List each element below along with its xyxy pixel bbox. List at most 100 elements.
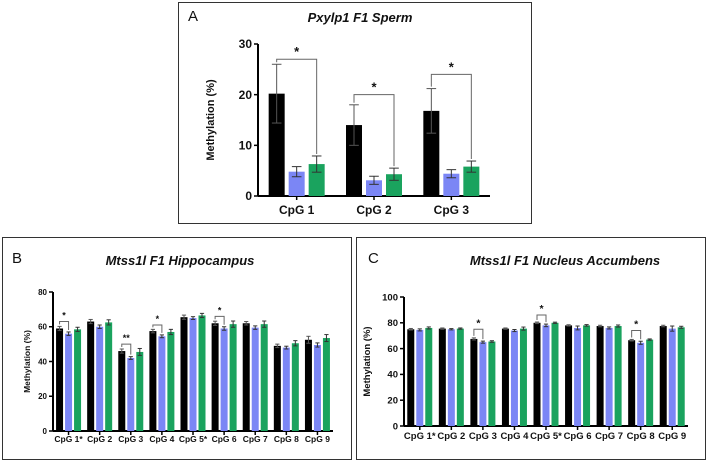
significance-marker: * [218, 305, 222, 315]
bar-group-1 [211, 323, 219, 431]
panel-b-label: B [12, 250, 23, 267]
bar-group-1 [423, 110, 440, 196]
bar-group-1 [149, 331, 157, 431]
bar-group-3 [551, 322, 559, 426]
x-tick-label: CpG 4 [500, 431, 529, 442]
bar-group-1 [659, 326, 667, 426]
bar-group-2 [96, 326, 104, 431]
significance-bracket [121, 343, 132, 355]
bar-group-1 [596, 326, 604, 426]
bar-group-3 [105, 322, 113, 431]
bar-group-2 [443, 173, 460, 196]
panel-c [356, 237, 706, 460]
x-tick-label: CpG 5* [530, 431, 562, 442]
bar-group-2 [251, 327, 259, 431]
x-tick-label: CpG 7 [595, 431, 623, 442]
x-tick-label: CpG 5* [179, 434, 208, 444]
bar-group-3 [260, 324, 268, 431]
x-tick-label: CpG 9 [658, 431, 686, 442]
significance-marker: * [449, 59, 455, 74]
bar-group-2 [637, 342, 645, 426]
bar-group-1 [242, 323, 250, 431]
bar-group-1 [273, 345, 281, 431]
panel-a-label: A [188, 8, 199, 25]
y-tick-label: 80 [387, 318, 398, 329]
bar-group-2 [668, 328, 676, 426]
significance-bracket [631, 330, 642, 340]
bar-group-1 [180, 317, 188, 431]
significance-marker: * [156, 314, 160, 324]
significance-bracket [353, 94, 395, 167]
x-tick-label: CpG 1* [404, 431, 436, 442]
significance-marker: * [476, 317, 481, 329]
panel-c-label: C [368, 250, 379, 267]
significance-marker: * [634, 319, 639, 331]
bar-group-1 [533, 322, 541, 426]
y-tick-label: 40 [38, 357, 47, 366]
x-tick-label: CpG 2 [87, 434, 112, 444]
bar-group-1 [565, 325, 573, 426]
significance-bracket [536, 314, 547, 323]
panel-b-title: Mtss1l F1 Hippocampus [105, 253, 255, 268]
bar-group-3 [291, 343, 299, 431]
bar-group-2 [189, 318, 197, 431]
bar-group-3 [322, 338, 330, 431]
bar-group-2 [65, 333, 73, 431]
x-tick-label: CpG 7 [243, 434, 268, 444]
x-tick-label: CpG 1* [54, 434, 83, 444]
panel-a-title: Pxylp1 F1 Sperm [307, 10, 413, 25]
y-tick-label: 20 [38, 392, 47, 401]
bar-group-2 [127, 358, 135, 431]
significance-bracket [473, 328, 484, 340]
bar-group-2 [288, 171, 305, 196]
y-tick-label: 0 [43, 427, 48, 436]
panel-b [2, 237, 352, 460]
bar-group-3 [519, 328, 527, 426]
bar-group-3 [136, 351, 144, 431]
bar-group-2 [574, 327, 582, 426]
bar-group-3 [229, 324, 237, 431]
bar-group-3 [167, 331, 175, 431]
y-tick-label: 60 [38, 323, 47, 332]
x-tick-label: CpG 2 [356, 203, 392, 217]
bar-group-1 [304, 339, 312, 431]
bar-group-2 [416, 329, 424, 426]
bar-group-3 [456, 328, 464, 426]
bar-group-1 [407, 329, 415, 426]
bar-group-2 [479, 342, 487, 426]
bar-group-3 [386, 174, 402, 196]
x-tick-label: CpG 9 [305, 434, 330, 444]
bar-group-3 [74, 329, 82, 431]
y-tick-label: 20 [239, 88, 253, 102]
significance-bracket [214, 315, 225, 325]
significance-marker: ** [123, 333, 131, 343]
significance-bracket [430, 73, 472, 160]
bar-group-1 [268, 93, 285, 196]
bar-group-2 [605, 327, 613, 426]
bar-group-3 [488, 341, 496, 426]
significance-marker: * [371, 80, 377, 95]
bar-group-3 [646, 339, 654, 426]
significance-bracket [152, 324, 163, 333]
bar-group-3 [198, 315, 206, 431]
y-tick-label: 100 [382, 292, 398, 303]
y-tick-label: 0 [245, 189, 252, 203]
panel-a [178, 2, 532, 224]
significance-bracket [59, 321, 70, 330]
y-tick-label: 60 [387, 344, 398, 355]
bar-group-2 [282, 347, 290, 431]
bar-group-3 [463, 166, 480, 196]
y-axis-label: Methylation (%) [22, 330, 32, 393]
bar-group-2 [510, 330, 518, 426]
y-axis-label: Methylation (%) [362, 326, 373, 396]
significance-bracket [276, 58, 318, 154]
x-tick-label: CpG 8 [274, 434, 299, 444]
y-tick-label: 40 [387, 370, 398, 381]
significance-marker: * [294, 44, 300, 59]
y-tick-label: 30 [239, 37, 253, 51]
y-tick-label: 0 [393, 421, 398, 432]
bar-group-1 [501, 328, 509, 426]
bar-group-1 [56, 328, 64, 431]
